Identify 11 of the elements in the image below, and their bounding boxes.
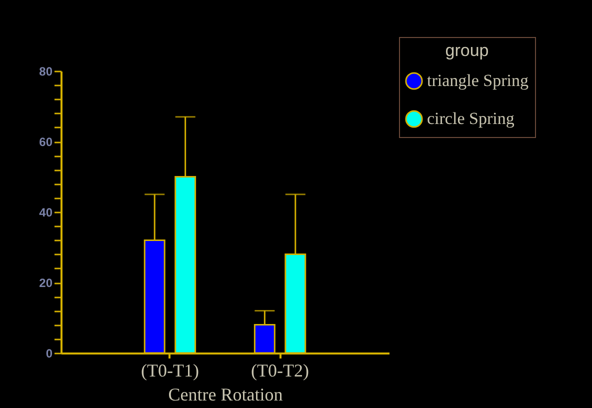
x-tick-label: (T0-T2) — [251, 360, 310, 380]
x-tick-label: (T0-T1) — [140, 360, 199, 380]
y-tick-label: 60 — [39, 135, 53, 149]
x-axis-title: Centre Rotation — [168, 384, 283, 404]
legend-title: group — [445, 41, 489, 60]
y-tick-label: 40 — [39, 206, 53, 220]
y-tick-label: 0 — [46, 346, 53, 360]
y-tick-label: 20 — [39, 276, 53, 290]
legend-label: circle Spring — [427, 109, 515, 128]
y-tick-label: 80 — [39, 64, 53, 78]
legend-label: triangle Spring — [427, 71, 530, 90]
